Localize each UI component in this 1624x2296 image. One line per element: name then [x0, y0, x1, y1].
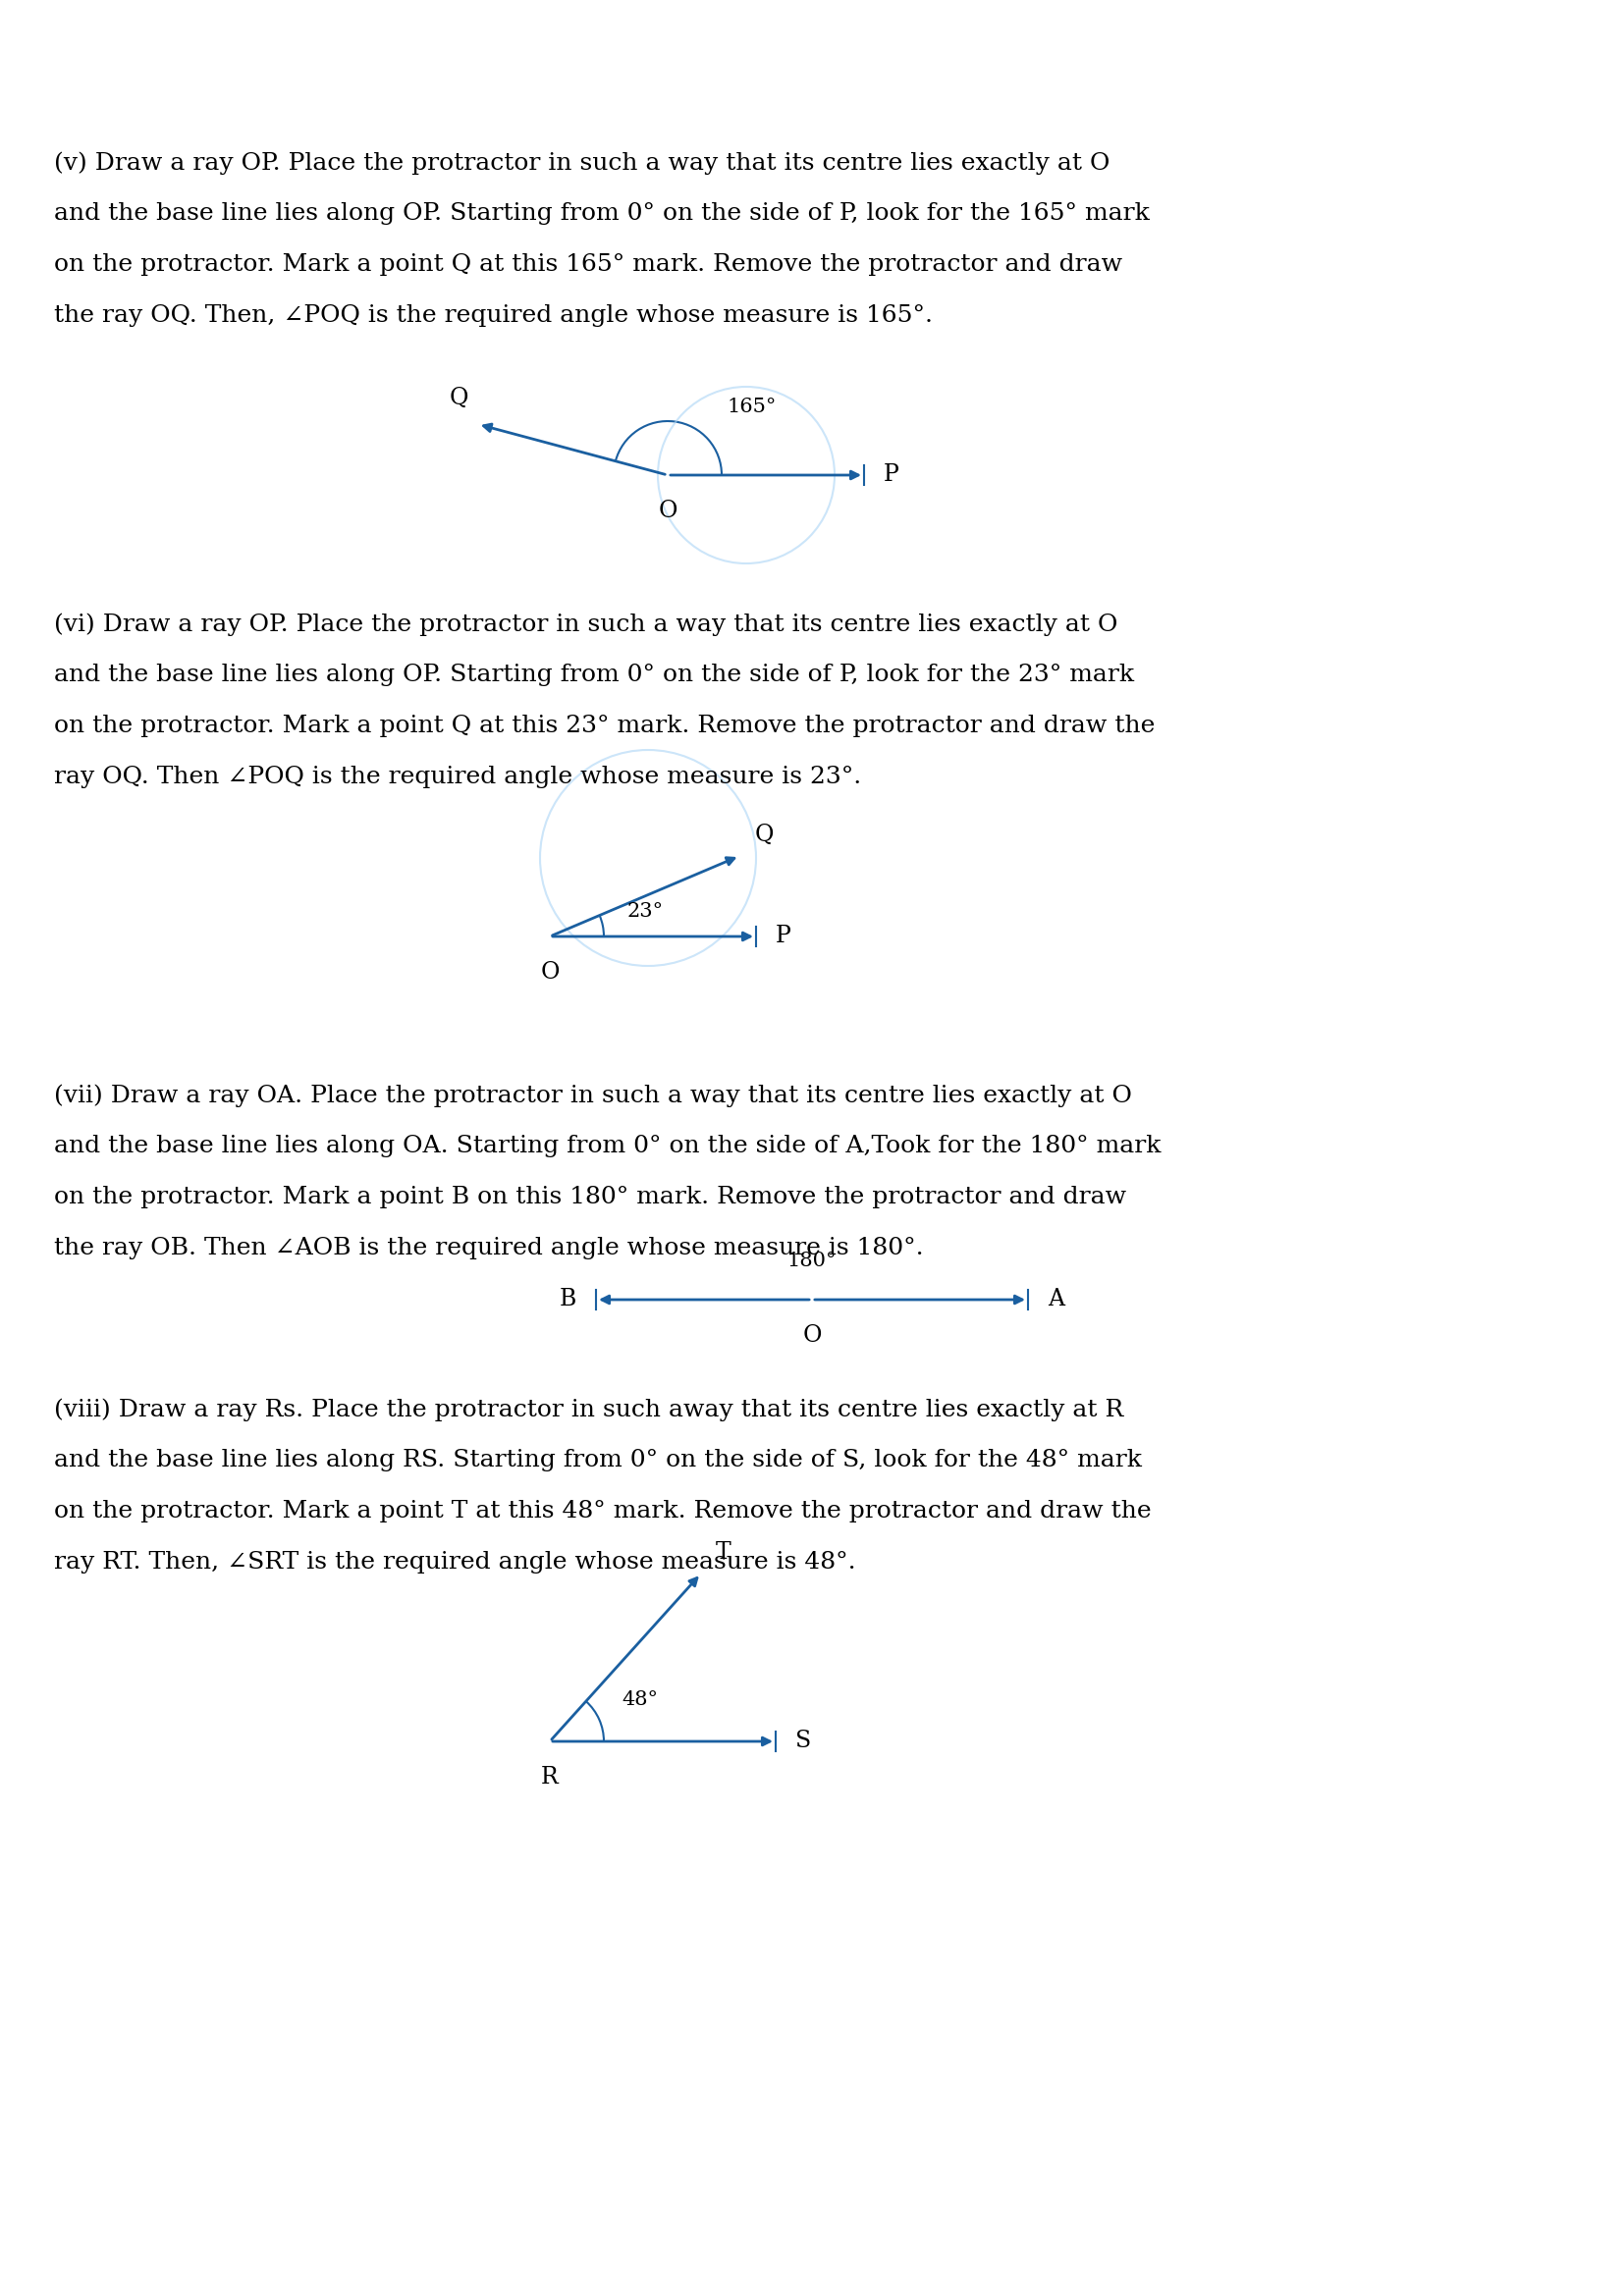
Text: Study: Study: [99, 51, 138, 64]
Text: and the base line lies along OA. Starting from 0° on the side of A,Took for the : and the base line lies along OA. Startin…: [54, 1134, 1161, 1157]
Text: (vi) Draw a ray OP. Place the protractor in such a way that its centre lies exac: (vi) Draw a ray OP. Place the protractor…: [54, 613, 1117, 636]
Text: the ray OQ. Then, ∠POQ is the required angle whose measure is 165°.: the ray OQ. Then, ∠POQ is the required a…: [54, 305, 932, 326]
Text: (v) Draw a ray OP. Place the protractor in such a way that its centre lies exact: (v) Draw a ray OP. Place the protractor …: [54, 152, 1109, 174]
Text: ray OQ. Then ∠POQ is the required angle whose measure is 23°.: ray OQ. Then ∠POQ is the required angle …: [54, 765, 861, 788]
Text: R: R: [541, 1766, 559, 1789]
Text: and the base line lies along OP. Starting from 0° on the side of P, look for the: and the base line lies along OP. Startin…: [54, 664, 1134, 687]
Text: B: B: [559, 1288, 577, 1311]
Text: on the protractor. Mark a point Q at this 23° mark. Remove the protractor and dr: on the protractor. Mark a point Q at thi…: [54, 714, 1155, 737]
Text: 180°: 180°: [788, 1251, 836, 1270]
Text: O: O: [541, 962, 559, 983]
Text: the ray OB. Then ∠AOB is the required angle whose measure is 180°.: the ray OB. Then ∠AOB is the required an…: [54, 1238, 924, 1261]
Text: P: P: [776, 925, 791, 948]
Text: O: O: [802, 1325, 822, 1348]
Text: 23°: 23°: [627, 902, 663, 921]
Text: on the protractor. Mark a point Q at this 165° mark. Remove the protractor and d: on the protractor. Mark a point Q at thi…: [54, 253, 1122, 276]
Text: S: S: [796, 1731, 812, 1752]
Text: P: P: [883, 464, 900, 487]
Text: (vii) Draw a ray OA. Place the protractor in such a way that its centre lies exa: (vii) Draw a ray OA. Place the protracto…: [54, 1084, 1132, 1107]
Text: A: A: [1047, 1288, 1064, 1311]
Text: 165°: 165°: [726, 397, 776, 416]
Text: Class-VI: Class-VI: [830, 16, 924, 34]
Text: RS Aggarwal Solutions: RS Aggarwal Solutions: [745, 55, 1009, 73]
Text: Chapter 13: Angles and Their Measurement: Chapter 13: Angles and Their Measurement: [641, 96, 1112, 113]
Text: T: T: [716, 1541, 731, 1564]
Text: and the base line lies along RS. Starting from 0° on the side of S, look for the: and the base line lies along RS. Startin…: [54, 1449, 1142, 1472]
Text: on the protractor. Mark a point B on this 180° mark. Remove the protractor and d: on the protractor. Mark a point B on thi…: [54, 1185, 1127, 1208]
Text: O: O: [658, 501, 677, 521]
Text: Q: Q: [755, 824, 773, 847]
Text: Q: Q: [448, 388, 468, 409]
Text: on the protractor. Mark a point T at this 48° mark. Remove the protractor and dr: on the protractor. Mark a point T at thi…: [54, 1499, 1151, 1522]
Text: ray RT. Then, ∠SRT is the required angle whose measure is 48°.: ray RT. Then, ∠SRT is the required angle…: [54, 1552, 856, 1573]
Text: Page 3 of 4: Page 3 of 4: [757, 2250, 867, 2268]
Text: (viii) Draw a ray Rs. Place the protractor in such away that its centre lies exa: (viii) Draw a ray Rs. Place the protract…: [54, 1398, 1124, 1421]
Text: and the base line lies along OP. Starting from 0° on the side of P, look for the: and the base line lies along OP. Startin…: [54, 202, 1150, 225]
Text: Path: Path: [102, 90, 135, 101]
Text: 48°: 48°: [622, 1690, 658, 1711]
